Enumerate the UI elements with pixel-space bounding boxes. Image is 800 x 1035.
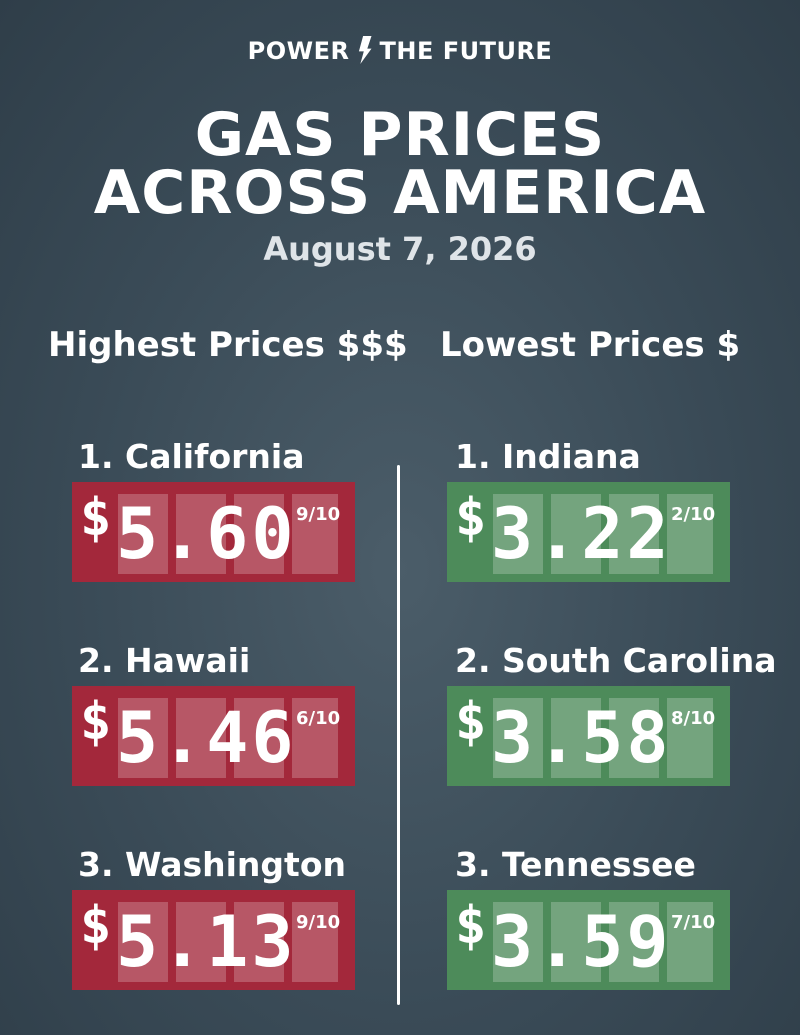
digit-box: [609, 494, 659, 574]
digit-box: [667, 698, 713, 778]
column-heading: Lowest Prices $: [440, 325, 741, 365]
price-fraction: 7/10: [671, 912, 716, 933]
digit-box: [234, 494, 284, 574]
digit-box: [292, 494, 338, 574]
currency: $: [455, 488, 487, 548]
digit-box: [118, 902, 168, 982]
digit-box: [176, 902, 226, 982]
state-label: 3. Tennessee: [455, 845, 696, 884]
digit-box: [234, 902, 284, 982]
price: 5.46: [116, 697, 297, 779]
price-sign: $3.59 7/10: [447, 890, 730, 990]
date: August 7, 2026: [263, 230, 537, 268]
digit-box: [493, 494, 543, 574]
price-fraction: 9/10: [296, 504, 341, 525]
price-sign: $5.46 6/10: [72, 686, 355, 786]
price-fraction: 6/10: [296, 708, 341, 729]
title-line: ACROSS AMERICA: [93, 158, 707, 228]
digit-box: [667, 902, 713, 982]
digit-box: [551, 494, 601, 574]
currency: $: [80, 692, 112, 752]
digit-box: [493, 902, 543, 982]
currency: $: [455, 896, 487, 956]
column-heading: Highest Prices $$$: [48, 325, 408, 365]
state-label: 2. Hawaii: [78, 641, 251, 680]
price: 3.58: [491, 697, 672, 779]
digit-box: [292, 698, 338, 778]
digit-box: [176, 698, 226, 778]
price: 5.60: [116, 493, 297, 575]
price-sign: $3.58 8/10: [447, 686, 730, 786]
digit-box: [292, 902, 338, 982]
brand-bolt: [358, 36, 372, 64]
price-sign: $5.60 9/10: [72, 482, 355, 582]
digit-box: [551, 902, 601, 982]
currency: $: [455, 692, 487, 752]
price-fraction: 2/10: [671, 504, 716, 525]
digit-box: [551, 698, 601, 778]
digit-box: [667, 494, 713, 574]
digit-box: [493, 698, 543, 778]
price-fraction: 9/10: [296, 912, 341, 933]
digit-box: [609, 902, 659, 982]
state-label: 1. Indiana: [455, 437, 641, 476]
digit-box: [118, 698, 168, 778]
currency: $: [80, 488, 112, 548]
brand-left: POWER: [247, 37, 350, 65]
state-label: 1. California: [78, 437, 305, 476]
digit-box: [118, 494, 168, 574]
state-label: 2. South Carolina: [455, 641, 777, 680]
brand: POWER THE FUTURE: [0, 36, 800, 65]
divider: [397, 465, 400, 1005]
digit-box: [609, 698, 659, 778]
price: 3.59: [491, 901, 672, 983]
price-sign: $5.13 9/10: [72, 890, 355, 990]
price-fraction: 8/10: [671, 708, 716, 729]
digit-box: [176, 494, 226, 574]
digit-box: [234, 698, 284, 778]
title-line: GAS PRICES: [194, 100, 606, 170]
brand-right: THE FUTURE: [379, 37, 553, 65]
currency: $: [80, 896, 112, 956]
state-label: 3. Washington: [78, 845, 346, 884]
price-sign: $3.22 2/10: [447, 482, 730, 582]
price: 5.13: [116, 901, 297, 983]
price: 3.22: [491, 493, 672, 575]
